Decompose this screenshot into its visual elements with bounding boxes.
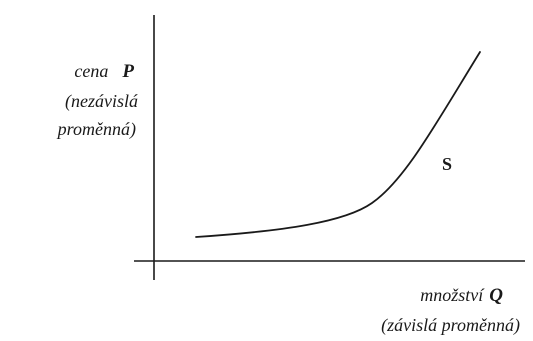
x-axis-label-text: množství [420,285,485,305]
y-axis-label-line1: cena P [74,61,134,82]
x-axis-symbol: Q [489,285,503,306]
x-axis-label-line1: množství Q [420,285,503,306]
curve-label-s: S [442,154,452,174]
y-axis-label-line3: proměnná) [56,119,136,140]
x-axis-label-line2: (závislá proměnná) [381,315,520,336]
y-axis-label-line2: (nezávislá [65,91,138,112]
y-axis-symbol: P [121,61,134,82]
y-axis-label-text: cena [74,61,108,81]
supply-curve [195,51,481,238]
